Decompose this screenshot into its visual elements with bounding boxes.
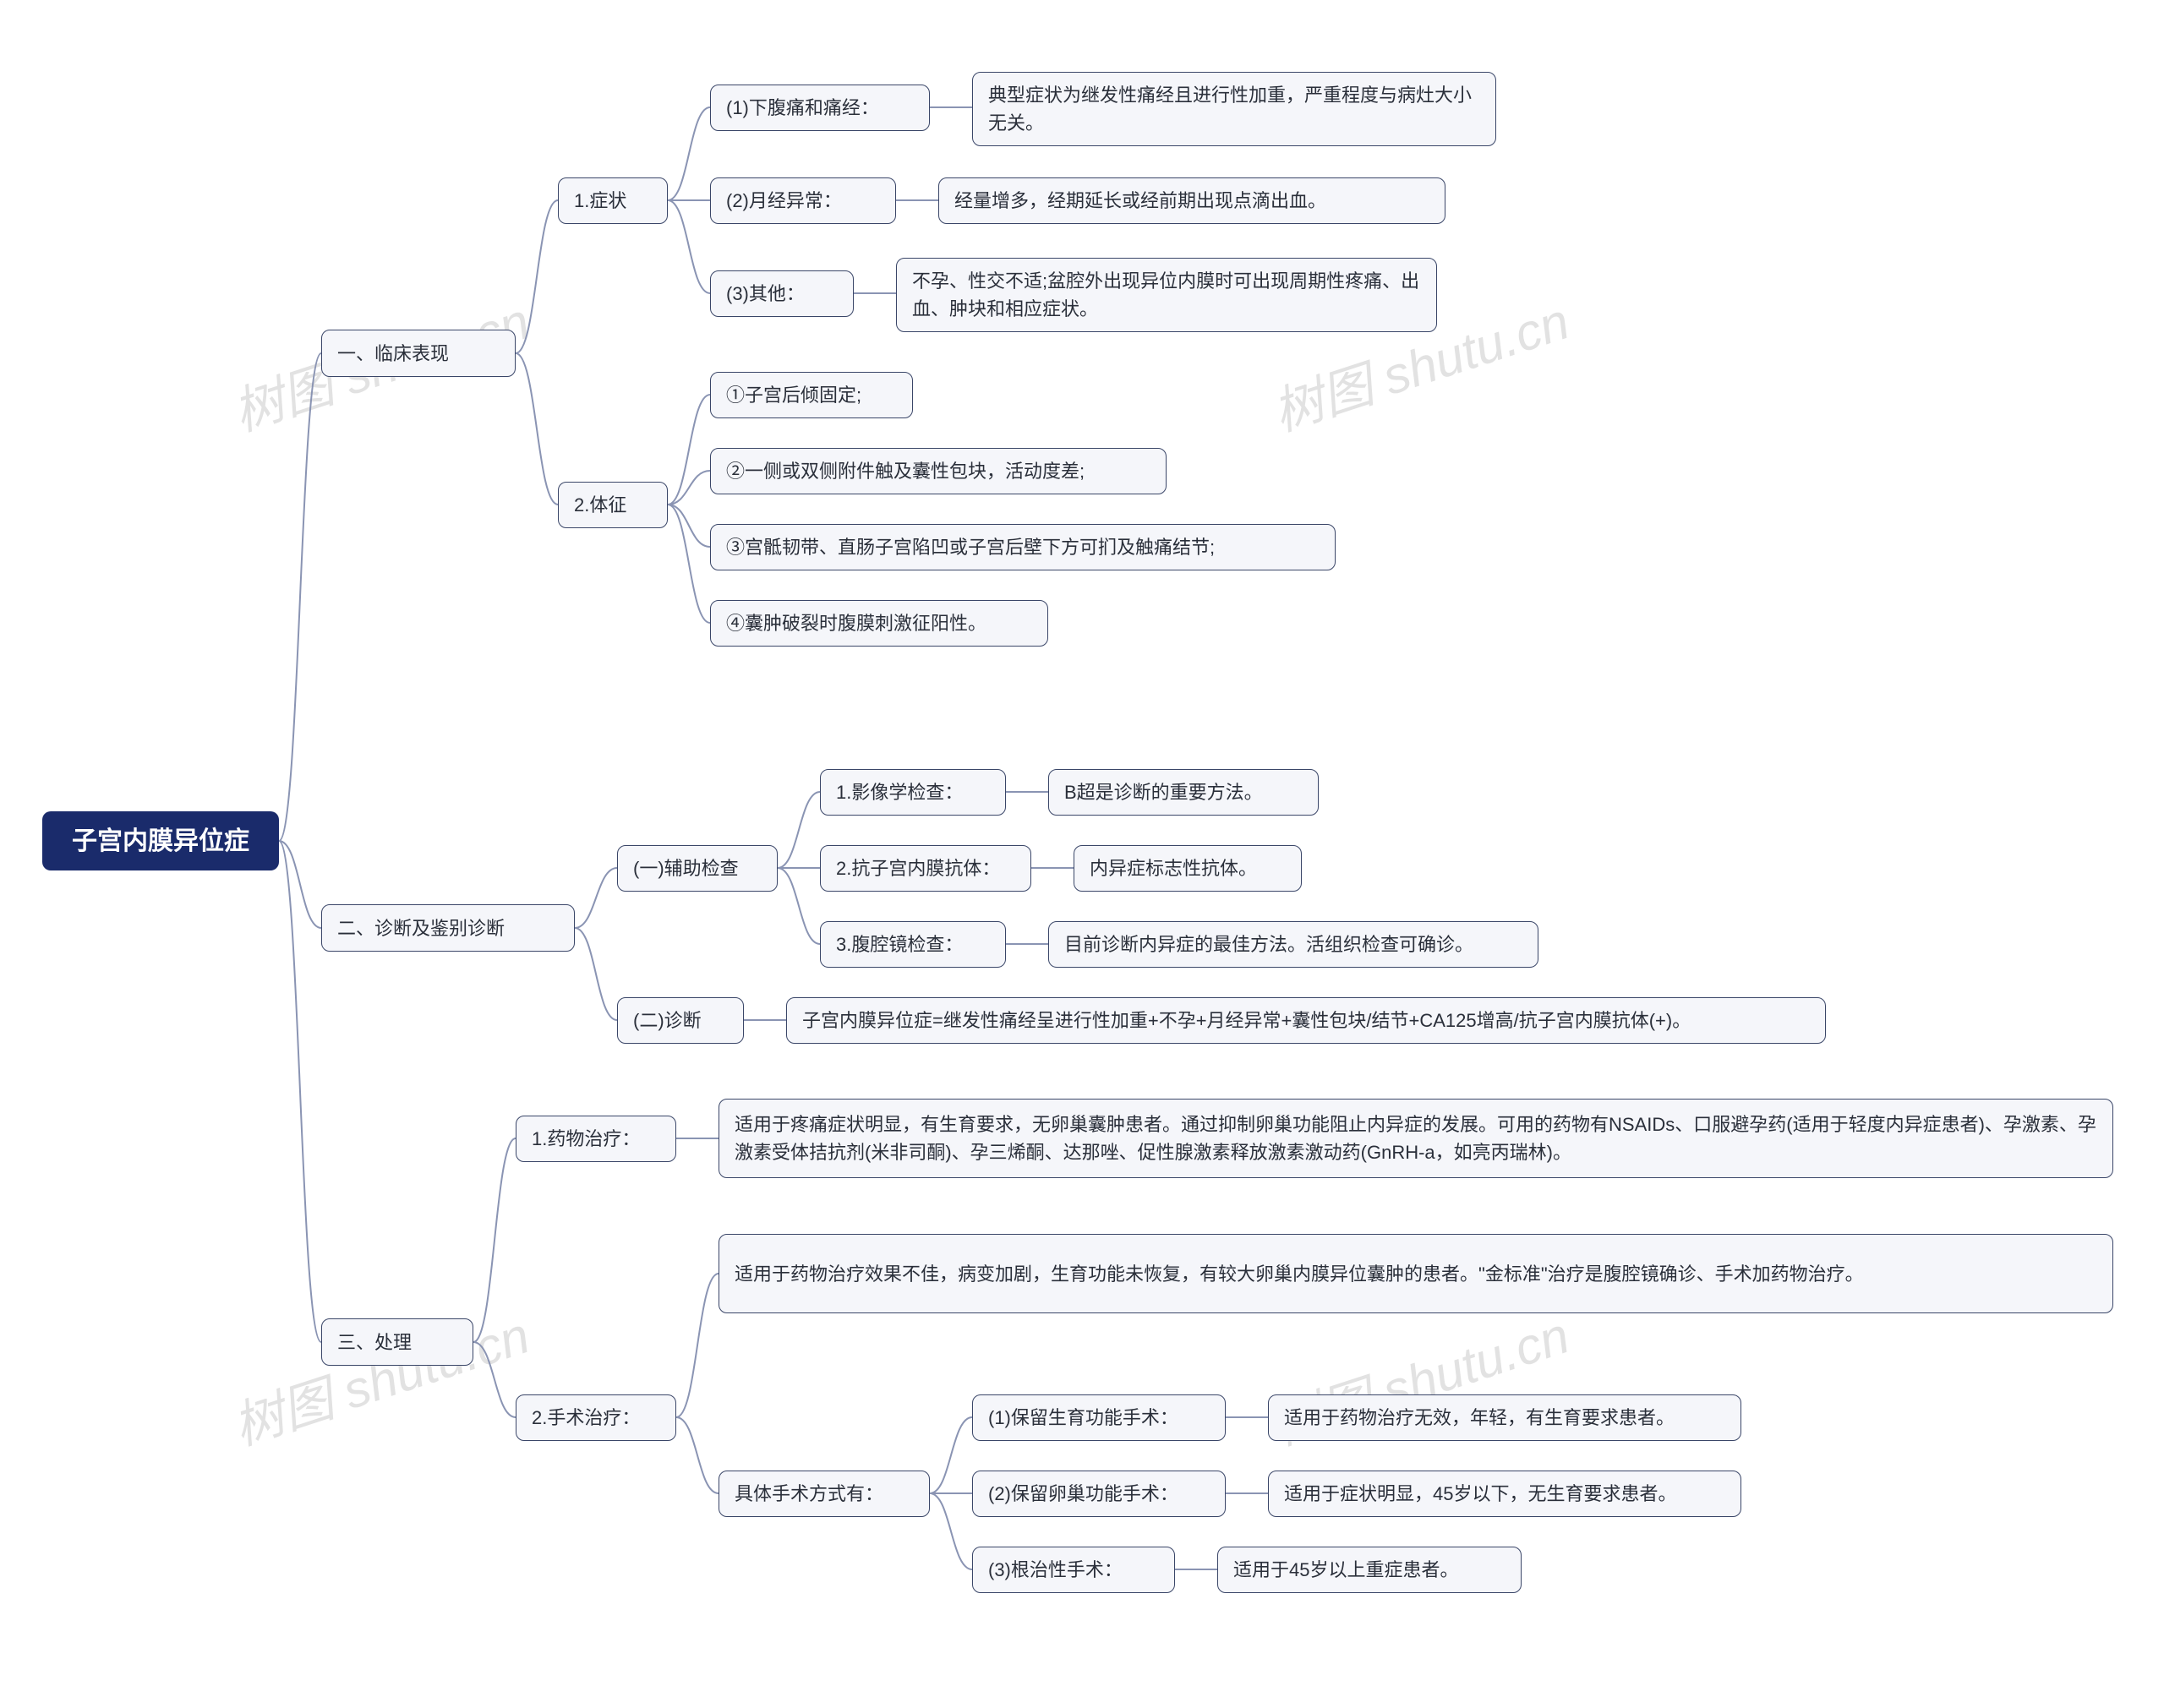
node-label: 2.抗子宫内膜抗体： xyxy=(836,854,1000,882)
node-label: 1.症状 xyxy=(574,187,626,215)
node-label: ②一侧或双侧附件触及囊性包块，活动度差; xyxy=(726,457,1085,485)
node-label: (2)保留卵巢功能手术： xyxy=(988,1480,1178,1508)
node-label: B超是诊断的重要方法。 xyxy=(1064,778,1263,806)
node-label: 二、诊断及鉴别诊断 xyxy=(337,914,505,942)
node-surgery-type-1: (1)保留生育功能手术： xyxy=(972,1394,1226,1441)
node-drug-detail: 适用于疼痛症状明显，有生育要求，无卵巢囊肿患者。通过抑制卵巢功能阻止内异症的发展… xyxy=(719,1099,2113,1178)
node-diagnosis: (二)诊断 xyxy=(617,997,744,1044)
section-clinical: 一、临床表现 xyxy=(321,330,516,377)
node-label: 适用于药物治疗效果不佳，病变加剧，生育功能未恢复，有较大卵巢内膜异位囊肿的患者。… xyxy=(735,1260,1864,1288)
node-label: 经量增多，经期延长或经前期出现点滴出血。 xyxy=(954,187,1326,215)
node-symptoms: 1.症状 xyxy=(558,177,668,224)
node-symptom-1: (1)下腹痛和痛经： xyxy=(710,85,930,131)
node-sign-4: ④囊肿破裂时腹膜刺激征阳性。 xyxy=(710,600,1048,647)
node-symptom-2-detail: 经量增多，经期延长或经前期出现点滴出血。 xyxy=(938,177,1445,224)
node-symptom-1-detail: 典型症状为继发性痛经且进行性加重，严重程度与病灶大小无关。 xyxy=(972,72,1496,146)
node-imaging-detail: B超是诊断的重要方法。 xyxy=(1048,769,1319,816)
node-label: 典型症状为继发性痛经且进行性加重，严重程度与病灶大小无关。 xyxy=(988,81,1480,137)
node-sign-3: ③宫骶韧带、直肠子宫陷凹或子宫后壁下方可扪及触痛结节; xyxy=(710,524,1336,570)
node-label: ①子宫后倾固定; xyxy=(726,381,861,409)
node-label: (二)诊断 xyxy=(633,1007,702,1034)
node-label: 2.体征 xyxy=(574,491,626,519)
node-label: 适用于药物治疗无效，年轻，有生育要求患者。 xyxy=(1284,1404,1675,1432)
node-label: 适用于疼痛症状明显，有生育要求，无卵巢囊肿患者。通过抑制卵巢功能阻止内异症的发展… xyxy=(735,1110,2097,1166)
node-label: (3)根治性手术： xyxy=(988,1556,1123,1584)
node-label: (1)下腹痛和痛经： xyxy=(726,94,879,122)
node-surgery: 2.手术治疗： xyxy=(516,1394,676,1441)
node-surgery-types: 具体手术方式有： xyxy=(719,1471,930,1517)
node-label: 具体手术方式有： xyxy=(735,1480,883,1508)
node-aux-exam: (一)辅助检查 xyxy=(617,845,778,892)
mindmap-stage: 树图 shutu.cn 树图 shutu.cn 树图 shutu.cn 树图 s… xyxy=(0,0,2164,1708)
node-label: 适用于症状明显，45岁以下，无生育要求患者。 xyxy=(1284,1480,1676,1508)
node-label: ④囊肿破裂时腹膜刺激征阳性。 xyxy=(726,609,986,637)
node-label: ③宫骶韧带、直肠子宫陷凹或子宫后壁下方可扪及触痛结节; xyxy=(726,533,1215,561)
node-sign-1: ①子宫后倾固定; xyxy=(710,372,913,418)
node-symptom-3: (3)其他： xyxy=(710,270,854,317)
node-symptom-3-detail: 不孕、性交不适;盆腔外出现异位内膜时可出现周期性疼痛、出血、肿块和相应症状。 xyxy=(896,258,1437,332)
node-label: (3)其他： xyxy=(726,280,805,308)
section-diagnosis: 二、诊断及鉴别诊断 xyxy=(321,904,575,952)
node-label: 2.手术治疗： xyxy=(532,1404,640,1432)
node-label: 1.药物治疗： xyxy=(532,1125,640,1153)
node-surgery-type-3-detail: 适用于45岁以上重症患者。 xyxy=(1217,1547,1522,1593)
root-node: 子宫内膜异位症 xyxy=(42,811,279,870)
node-sign-2: ②一侧或双侧附件触及囊性包块，活动度差; xyxy=(710,448,1167,494)
node-label: 子宫内膜异位症=继发性痛经呈进行性加重+不孕+月经异常+囊性包块/结节+CA12… xyxy=(802,1007,1691,1034)
root-label: 子宫内膜异位症 xyxy=(72,822,249,860)
node-diagnosis-detail: 子宫内膜异位症=继发性痛经呈进行性加重+不孕+月经异常+囊性包块/结节+CA12… xyxy=(786,997,1826,1044)
node-laparoscopy: 3.腹腔镜检查： xyxy=(820,921,1006,968)
node-label: 适用于45岁以上重症患者。 xyxy=(1233,1556,1458,1584)
node-surgery-detail: 适用于药物治疗效果不佳，病变加剧，生育功能未恢复，有较大卵巢内膜异位囊肿的患者。… xyxy=(719,1234,2113,1313)
node-antibody: 2.抗子宫内膜抗体： xyxy=(820,845,1031,892)
node-laparoscopy-detail: 目前诊断内异症的最佳方法。活组织检查可确诊。 xyxy=(1048,921,1538,968)
node-label: 不孕、性交不适;盆腔外出现异位内膜时可出现周期性疼痛、出血、肿块和相应症状。 xyxy=(912,267,1421,323)
node-drug: 1.药物治疗： xyxy=(516,1116,676,1162)
node-label: (一)辅助检查 xyxy=(633,854,739,882)
node-signs: 2.体征 xyxy=(558,482,668,528)
node-surgery-type-2-detail: 适用于症状明显，45岁以下，无生育要求患者。 xyxy=(1268,1471,1741,1517)
node-label: (1)保留生育功能手术： xyxy=(988,1404,1178,1432)
node-imaging: 1.影像学检查： xyxy=(820,769,1006,816)
node-label: 3.腹腔镜检查： xyxy=(836,930,963,958)
node-surgery-type-3: (3)根治性手术： xyxy=(972,1547,1175,1593)
node-label: 1.影像学检查： xyxy=(836,778,963,806)
node-symptom-2: (2)月经异常： xyxy=(710,177,896,224)
node-antibody-detail: 内异症标志性抗体。 xyxy=(1074,845,1302,892)
node-label: 内异症标志性抗体。 xyxy=(1090,854,1257,882)
node-label: 目前诊断内异症的最佳方法。活组织检查可确诊。 xyxy=(1064,930,1473,958)
section-treatment: 三、处理 xyxy=(321,1318,473,1366)
node-surgery-type-2: (2)保留卵巢功能手术： xyxy=(972,1471,1226,1517)
node-label: 三、处理 xyxy=(337,1329,412,1356)
node-label: 一、临床表现 xyxy=(337,340,449,368)
node-surgery-type-1-detail: 适用于药物治疗无效，年轻，有生育要求患者。 xyxy=(1268,1394,1741,1441)
node-label: (2)月经异常： xyxy=(726,187,842,215)
